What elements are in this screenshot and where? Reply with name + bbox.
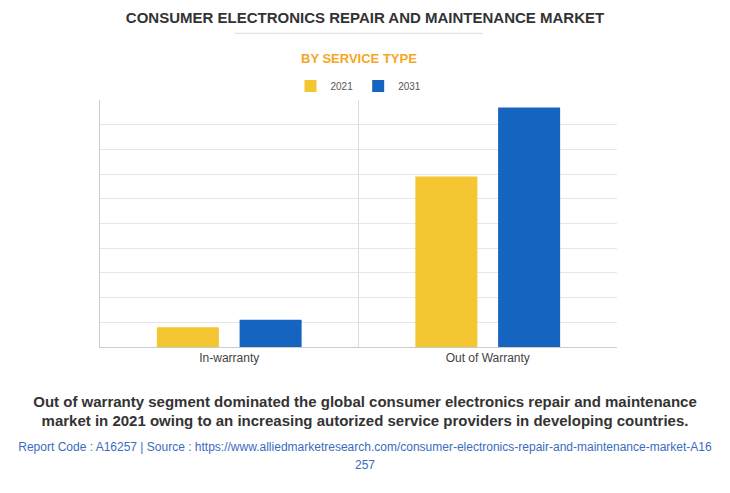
svg-text:CONSUMER ELECTRONICS REPAIR AN: CONSUMER ELECTRONICS REPAIR AND MAINTENA… [126,9,604,26]
svg-text:In-warranty: In-warranty [199,351,259,365]
svg-text:2031: 2031 [398,81,421,92]
svg-text:Out of Warranty: Out of Warranty [446,351,530,365]
html-text:Report Code : A16257 | Source: Report Code : A16257 | Source : https://… [18,440,712,472]
svg-text:2021: 2021 [331,81,354,92]
svg-text:BY SERVICE TYPE: BY SERVICE TYPE [301,51,417,66]
html-text:Out of warranty segment domina: Out of warranty segment dominated the gl… [33,393,697,429]
